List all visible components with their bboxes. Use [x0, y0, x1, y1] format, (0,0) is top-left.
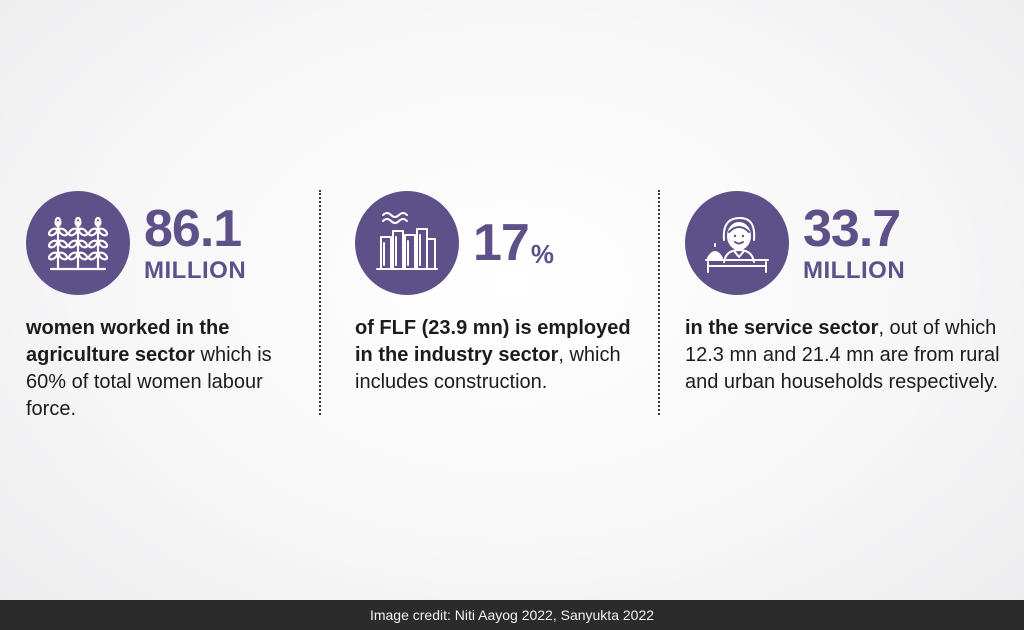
stat-description: in the service sector, out of which 12.3…: [685, 315, 1005, 396]
stat-description-bold: employed in the industry sector: [355, 317, 631, 366]
stat-description-rest: , which includes construction.: [355, 344, 621, 393]
stat-unit: %: [530, 238, 554, 269]
wheat-icon: [26, 190, 130, 295]
dotted-divider: [658, 190, 660, 415]
stat-service: 33.7 MILLION in the service sector, out …: [685, 190, 1005, 396]
stat-unit: MILLION: [803, 256, 906, 284]
stat-figure: 33.7 MILLION: [803, 203, 905, 283]
stat-description: of FLF (23.9 mn) is employed in the indu…: [355, 315, 645, 396]
stat-description-rest: which is 60% of total women labour force…: [26, 344, 272, 420]
stat-header: 86.1 MILLION: [26, 190, 316, 295]
stat-figure: 86.1 MILLION: [144, 203, 246, 283]
stat-header: 33.7 MILLION: [685, 190, 1005, 295]
stat-industry: 17% of FLF (23.9 mn) is employed in the …: [355, 190, 645, 396]
image-credit-bar: Image credit: Niti Aayog 2022, Sanyukta …: [0, 600, 1024, 630]
stat-agriculture: 86.1 MILLION women worked in the agricul…: [26, 190, 316, 423]
stat-header: 17%: [355, 190, 645, 295]
image-credit-text: Image credit: Niti Aayog 2022, Sanyukta …: [369, 607, 655, 623]
stat-figure: 17%: [473, 217, 554, 269]
stat-value: 86.1: [144, 199, 242, 258]
factory-icon: [355, 190, 459, 295]
dotted-divider: [319, 190, 321, 415]
stat-value: 33.7: [803, 199, 901, 258]
service-worker-icon: [685, 190, 789, 295]
stat-description-rest: , out of which 12.3 mn and 21.4 mn are f…: [685, 317, 1000, 393]
stat-value: 17: [473, 213, 530, 272]
stat-description-prefix: of FLF (23.9 mn) is: [355, 317, 538, 339]
stat-description-bold: in the service sector: [685, 317, 879, 339]
stat-description-bold: women worked in the agriculture sector: [26, 317, 230, 366]
stat-description: women worked in the agriculture sector w…: [26, 315, 316, 423]
stat-unit: MILLION: [144, 256, 247, 284]
